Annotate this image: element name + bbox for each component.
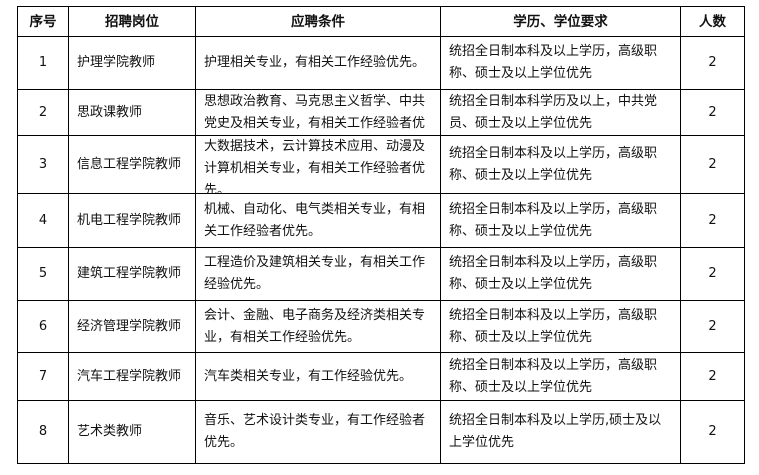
cell-conditions: 音乐、艺术设计类专业，有工作经验者优先。 <box>195 400 441 464</box>
cell-conditions: 工程造价及建筑相关专业，有相关工作经验优先。 <box>195 247 441 301</box>
cell-post: 思政课教师 <box>68 89 196 136</box>
cell-count: 2 <box>680 135 745 194</box>
cell-education: 统招全日制本科及以上学历，高级职称、硕士及以上学位优先 <box>440 193 681 248</box>
cell-count: 2 <box>680 247 745 301</box>
header-row: 序号 招聘岗位 应聘条件 学历、学位要求 人数 <box>17 6 745 37</box>
cell-education: 统招全日制本科及以上学历，高级职称、硕士及以上学位优先 <box>440 300 681 353</box>
cell-no: 2 <box>17 89 69 136</box>
cell-count: 2 <box>680 400 745 464</box>
cell-conditions: 思想政治教育、马克思主义哲学、中共党史及相关专业，有相关工作经验者优 <box>195 89 441 136</box>
cell-conditions: 汽车类相关专业，有工作经验优先。 <box>195 352 441 401</box>
header-no: 序号 <box>17 6 69 37</box>
cell-post: 护理学院教师 <box>68 36 196 90</box>
cell-no: 3 <box>17 135 69 194</box>
cell-conditions: 护理相关专业，有相关工作经验优先。 <box>195 36 441 90</box>
cell-conditions: 机械、自动化、电气类相关专业，有相关工作经验者优先。 <box>195 193 441 248</box>
cell-count: 2 <box>680 193 745 248</box>
cell-post: 信息工程学院教师 <box>68 135 196 194</box>
header-post: 招聘岗位 <box>68 6 196 37</box>
cell-post: 汽车工程学院教师 <box>68 352 196 401</box>
cell-count: 2 <box>680 352 745 401</box>
table-row: 8 艺术类教师 音乐、艺术设计类专业，有工作经验者优先。 统招全日制本科及以上学历,硕… <box>17 400 745 464</box>
table-row: 6 经济管理学院教师 会计、金融、电子商务及经济类相关专业，有相关工作经验优先。 统招… <box>17 300 745 353</box>
cell-no: 4 <box>17 193 69 248</box>
cell-count: 2 <box>680 36 745 90</box>
cell-conditions: 大数据技术，云计算技术应用、动漫及计算机相关专业，有相关工作经验者优先。 <box>195 135 441 194</box>
header-count: 人数 <box>680 6 745 37</box>
cell-no: 1 <box>17 36 69 90</box>
cell-conditions: 会计、金融、电子商务及经济类相关专业，有相关工作经验优先。 <box>195 300 441 353</box>
table-row: 5 建筑工程学院教师 工程造价及建筑相关专业，有相关工作经验优先。 统招全日制本科及以… <box>17 247 745 301</box>
cell-education: 统招全日制本科及以上学历,硕士及以上学位优先 <box>440 400 681 464</box>
cell-no: 5 <box>17 247 69 301</box>
header-education: 学历、学位要求 <box>440 6 681 37</box>
table-row: 7 汽车工程学院教师 汽车类相关专业，有工作经验优先。 统招全日制本科及以上学历，高级… <box>17 352 745 401</box>
cell-post: 经济管理学院教师 <box>68 300 196 353</box>
cell-count: 2 <box>680 89 745 136</box>
header-conditions: 应聘条件 <box>195 6 441 37</box>
cell-post: 建筑工程学院教师 <box>68 247 196 301</box>
cell-count: 2 <box>680 300 745 353</box>
cell-education: 统招全日制本科学历及以上，中共党员、硕士及以上学位优先 <box>440 89 681 136</box>
cell-post: 艺术类教师 <box>68 400 196 464</box>
cell-education: 统招全日制本科及以上学历，高级职称、硕士及以上学位优先 <box>440 352 681 401</box>
cell-no: 8 <box>17 400 69 464</box>
cell-education: 统招全日制本科及以上学历，高级职称、硕士及以上学位优先 <box>440 135 681 194</box>
cell-no: 6 <box>17 300 69 353</box>
cell-education: 统招全日制本科及以上学历，高级职称、硕士及以上学位优先 <box>440 36 681 90</box>
table-row: 2 思政课教师 思想政治教育、马克思主义哲学、中共党史及相关专业，有相关工作经验者优… <box>17 89 745 136</box>
table-row: 3 信息工程学院教师 大数据技术，云计算技术应用、动漫及计算机相关专业，有相关工作经… <box>17 135 745 194</box>
cell-education: 统招全日制本科及以上学历，高级职称、硕士及以上学位优先 <box>440 247 681 301</box>
cell-post: 机电工程学院教师 <box>68 193 196 248</box>
cell-no: 7 <box>17 352 69 401</box>
table-row: 1 护理学院教师 护理相关专业，有相关工作经验优先。 统招全日制本科及以上学历，高级职… <box>17 36 745 90</box>
recruitment-table: 序号 招聘岗位 应聘条件 学历、学位要求 人数 1 护理学院教师 护理相关专业，有相… <box>17 6 745 464</box>
table-row: 4 机电工程学院教师 机械、自动化、电气类相关专业，有相关工作经验者优先。 统招全日制… <box>17 193 745 248</box>
